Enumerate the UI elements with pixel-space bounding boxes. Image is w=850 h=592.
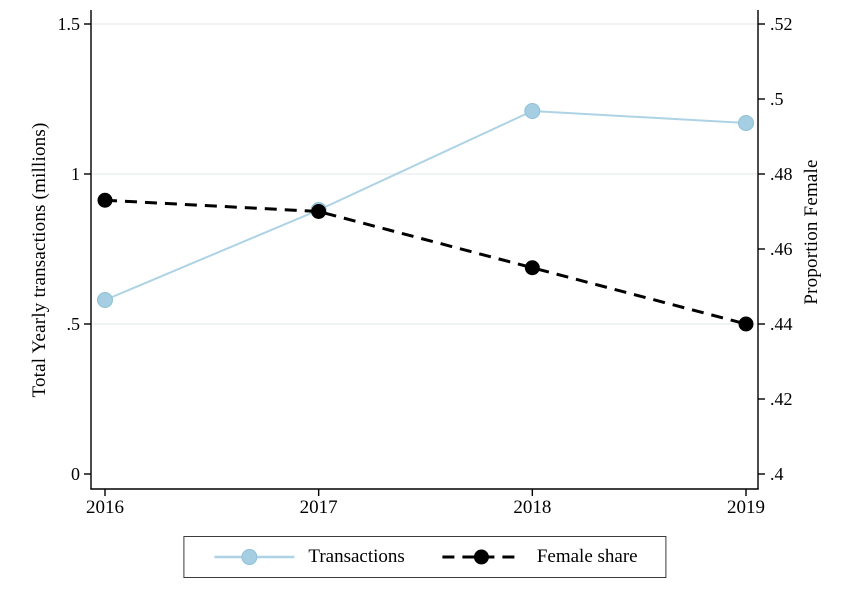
left-axis-tick-label: 1 (71, 164, 80, 184)
series-line-female-share (104, 198, 747, 326)
series-marker-female-share-icon (738, 316, 754, 332)
right-axis-tick-label: .48 (770, 164, 793, 184)
legend: Transactions Female share (183, 536, 667, 578)
right-axis-tick-label: .52 (770, 14, 793, 34)
legend-label-transactions: Transactions (308, 546, 405, 567)
right-axis-tick-label: .4 (770, 464, 784, 484)
series-line-transactions (104, 109, 747, 301)
legend-entry-transactions: Transactions (212, 546, 405, 568)
x-axis-tick-label: 2017 (300, 497, 338, 518)
transactions-sample-marker-icon (241, 549, 258, 565)
legend-entry-female-share: Female share (441, 546, 638, 568)
legend-label-female-share: Female share (536, 546, 638, 567)
transactions-line-sample (214, 549, 295, 565)
right-axis-tick-label: .42 (770, 389, 793, 409)
series-marker-transactions-icon (524, 103, 541, 119)
x-axis-tick-label: 2018 (513, 497, 551, 518)
x-axis-tick-label: 2019 (727, 497, 765, 518)
right-axis-tick-label: .44 (770, 314, 793, 334)
right-axis-title: Proportion Female (801, 159, 822, 305)
series-marker-female-share-icon (524, 260, 540, 276)
right-axis-tick-label: .46 (770, 239, 793, 259)
left-axis-tick-label: .5 (67, 314, 81, 334)
female-share-sample-marker-icon (474, 549, 490, 565)
left-axis-tick-label: 0 (71, 464, 80, 484)
left-axis-tick-label: 1.5 (58, 14, 81, 34)
left-axis-title: Total Yearly transactions (millions) (29, 122, 50, 398)
female-share-line-sample (442, 549, 523, 565)
series-marker-transactions-icon (738, 115, 754, 131)
series-marker-female-share-icon (97, 192, 113, 208)
right-axis-tick-label: .5 (770, 89, 784, 109)
series-marker-transactions-icon (97, 292, 113, 308)
x-axis-tick-label: 2016 (86, 497, 124, 518)
series-marker-female-share-icon (311, 204, 327, 219)
